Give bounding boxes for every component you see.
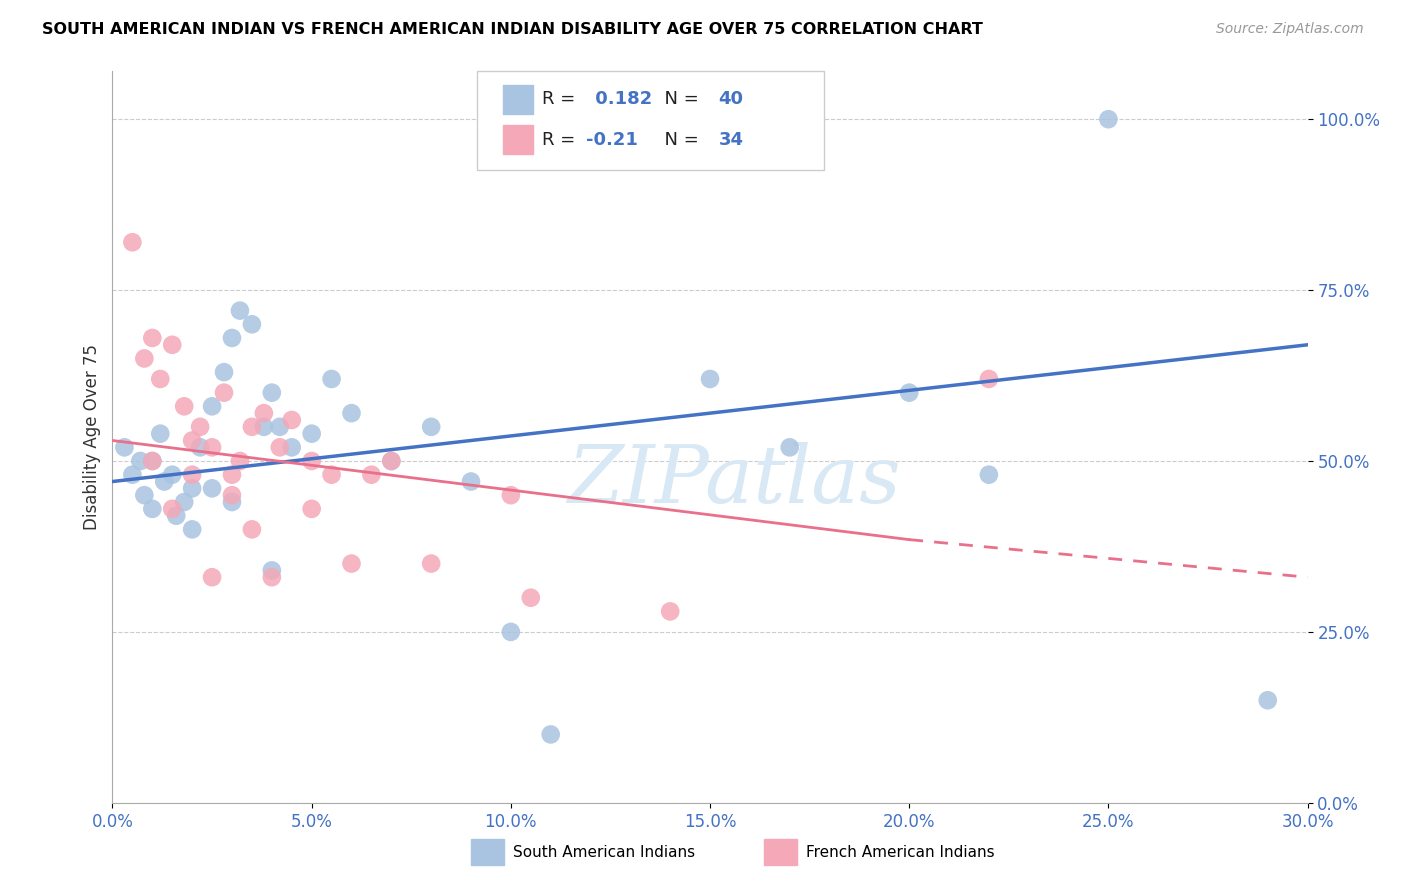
FancyBboxPatch shape [763,839,797,865]
Point [201,400,224,414]
Point [153,475,176,489]
Text: -0.21: -0.21 [586,131,637,149]
Point [260,563,283,577]
Point [221,467,243,482]
Text: Source: ZipAtlas.com: Source: ZipAtlas.com [1216,22,1364,37]
Point [114,440,135,454]
Point [221,488,243,502]
Point [540,727,562,741]
Point [281,413,304,427]
Point [212,385,235,400]
Point [162,338,183,352]
Point [162,501,183,516]
Point [301,454,323,468]
Point [260,385,283,400]
Text: ZIPatlas: ZIPatlas [567,442,901,520]
Point [380,454,402,468]
Point [162,467,183,482]
Point [340,406,363,420]
Point [173,495,195,509]
Point [129,454,152,468]
Point [253,420,276,434]
Point [229,303,252,318]
Point [779,440,801,454]
Point [141,501,163,516]
Point [181,467,204,482]
Point [188,440,211,454]
Point [281,440,304,454]
Point [188,420,211,434]
Point [460,475,482,489]
Text: N =: N = [652,131,704,149]
Point [121,467,143,482]
Point [420,420,443,434]
Point [221,495,243,509]
Point [240,318,263,332]
Point [201,570,224,584]
Point [269,440,291,454]
Point [977,372,1000,386]
Text: South American Indians: South American Indians [513,845,695,860]
Point [380,454,402,468]
Text: 0.182: 0.182 [589,90,652,108]
Text: R =: R = [541,90,581,108]
Point [420,557,443,571]
Point [260,570,283,584]
Point [1097,112,1119,127]
Point [360,467,382,482]
Point [659,604,682,618]
Point [165,508,187,523]
Point [520,591,543,605]
Text: 40: 40 [718,90,744,108]
Text: N =: N = [652,90,704,108]
Point [181,481,204,495]
Point [977,467,1000,482]
Point [149,372,172,386]
FancyBboxPatch shape [503,85,533,114]
Point [340,557,363,571]
Point [141,454,163,468]
Point [301,501,323,516]
Point [134,351,156,366]
Point [1257,693,1279,707]
FancyBboxPatch shape [477,71,824,170]
Point [181,522,204,536]
Point [269,420,291,434]
Point [201,440,224,454]
Point [173,400,195,414]
Text: R =: R = [541,131,581,149]
Text: SOUTH AMERICAN INDIAN VS FRENCH AMERICAN INDIAN DISABILITY AGE OVER 75 CORRELATI: SOUTH AMERICAN INDIAN VS FRENCH AMERICAN… [42,22,983,37]
Point [149,426,172,441]
Point [221,331,243,345]
Point [134,488,156,502]
Text: 34: 34 [718,131,744,149]
Point [240,420,263,434]
Point [499,624,522,639]
Point [212,365,235,379]
Point [301,426,323,441]
Point [141,331,163,345]
FancyBboxPatch shape [471,839,505,865]
Y-axis label: Disability Age Over 75: Disability Age Over 75 [83,344,101,530]
Point [121,235,143,250]
Point [253,406,276,420]
Point [181,434,204,448]
FancyBboxPatch shape [503,125,533,154]
Point [898,385,921,400]
Point [699,372,721,386]
Point [240,522,263,536]
Point [321,467,343,482]
Point [229,454,252,468]
Point [141,454,163,468]
Point [321,372,343,386]
Text: French American Indians: French American Indians [806,845,994,860]
Point [499,488,522,502]
Point [201,481,224,495]
